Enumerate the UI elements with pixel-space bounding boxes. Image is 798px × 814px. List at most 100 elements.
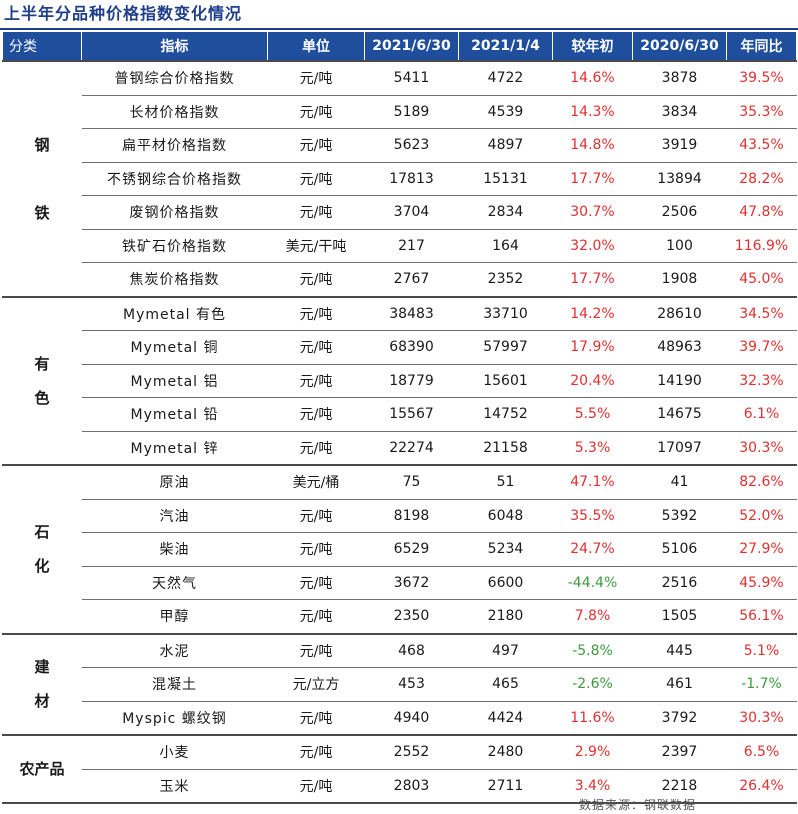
indicator-cell: 小麦 — [81, 734, 268, 770]
ytd-change-cell: 24.7% — [552, 532, 633, 567]
indicator-cell: Mymetal 有色 — [81, 295, 268, 331]
yoy-change-cell: 43.5% — [726, 128, 797, 163]
value-2021-1-4-cell: 4539 — [458, 94, 553, 129]
yoy-change-cell: 26.4% — [726, 768, 797, 804]
table-row: 焦炭价格指数 元/吨 2767 2352 17.7% 1908 45.0% — [3, 262, 797, 298]
value-2021-6-30-cell: 6529 — [364, 532, 459, 567]
indicator-cell: 混凝土 — [81, 667, 268, 702]
value-2020-6-30-cell: 2516 — [632, 565, 727, 600]
table-row: Myspic 螺纹钢 元/吨 4940 4424 11.6% 3792 30.3% — [3, 700, 797, 736]
unit-cell: 元/吨 — [267, 262, 365, 298]
indicator-cell: Myspic 螺纹钢 — [81, 700, 268, 736]
indicator-cell: 汽油 — [81, 498, 268, 533]
value-2021-1-4-cell: 57997 — [458, 330, 553, 365]
value-2021-1-4-cell: 2180 — [458, 599, 553, 635]
header-unit: 单位 — [267, 32, 365, 61]
yoy-change-cell: -1.7% — [726, 667, 797, 702]
header-2021-1-4: 2021/1/4 — [458, 32, 553, 61]
value-2020-6-30-cell: 5392 — [632, 498, 727, 533]
value-2021-1-4-cell: 465 — [458, 667, 553, 702]
indicator-cell: 柴油 — [81, 532, 268, 567]
unit-cell: 元/吨 — [267, 734, 365, 770]
unit-cell: 元/吨 — [267, 700, 365, 736]
ytd-change-cell: -44.4% — [552, 565, 633, 600]
unit-cell: 元/立方 — [267, 667, 365, 702]
yoy-change-cell: 32.3% — [726, 363, 797, 398]
value-2021-6-30-cell: 4940 — [364, 700, 459, 736]
value-2020-6-30-cell: 3878 — [632, 60, 727, 96]
ytd-change-cell: 30.7% — [552, 195, 633, 230]
indicator-cell: 焦炭价格指数 — [81, 262, 268, 298]
value-2021-6-30-cell: 468 — [364, 632, 459, 668]
value-2021-1-4-cell: 2711 — [458, 768, 553, 804]
header-category: 分类 — [2, 32, 82, 61]
table-row: 柴油 元/吨 6529 5234 24.7% 5106 27.9% — [3, 532, 797, 567]
indicator-cell: 原油 — [81, 464, 268, 500]
ytd-change-cell: 17.7% — [552, 262, 633, 298]
value-2020-6-30-cell: 1505 — [632, 599, 727, 635]
yoy-change-cell: 82.6% — [726, 464, 797, 500]
value-2020-6-30-cell: 1908 — [632, 262, 727, 298]
yoy-change-cell: 5.1% — [726, 632, 797, 668]
indicator-cell: 扁平材价格指数 — [81, 128, 268, 163]
indicator-cell: 长材价格指数 — [81, 94, 268, 129]
yoy-change-cell: 30.3% — [726, 700, 797, 736]
value-2021-6-30-cell: 18779 — [364, 363, 459, 398]
value-2021-1-4-cell: 497 — [458, 632, 553, 668]
ytd-change-cell: 14.2% — [552, 295, 633, 331]
yoy-change-cell: 6.1% — [726, 397, 797, 432]
table-row: 钢 铁普钢综合价格指数 元/吨 5411 4722 14.6% 3878 39.5% — [2, 60, 797, 298]
unit-cell: 元/吨 — [267, 397, 365, 432]
indicator-cell: Mymetal 铝 — [81, 363, 268, 398]
value-2020-6-30-cell: 17097 — [632, 430, 727, 466]
value-2021-6-30-cell: 8198 — [364, 498, 459, 533]
table-row: 汽油 元/吨 8198 6048 35.5% 5392 52.0% — [3, 498, 797, 533]
yoy-change-cell: 45.9% — [726, 565, 797, 600]
value-2021-1-4-cell: 14752 — [458, 397, 553, 432]
yoy-change-cell: 6.5% — [726, 734, 797, 770]
category-cell: 建 材 — [2, 632, 82, 736]
table-row: 不锈钢综合价格指数 元/吨 17813 15131 17.7% 13894 28.2% — [3, 161, 797, 196]
table-row: 扁平材价格指数 元/吨 5623 4897 14.8% 3919 43.5% — [3, 128, 797, 163]
table-body: 钢 铁普钢综合价格指数 元/吨 5411 4722 14.6% 3878 39.5% 长材价格… — [2, 60, 797, 804]
ytd-change-cell: 11.6% — [552, 700, 633, 736]
value-2021-6-30-cell: 68390 — [364, 330, 459, 365]
category-cell: 钢 铁 — [2, 60, 82, 298]
yoy-change-cell: 27.9% — [726, 532, 797, 567]
unit-cell: 元/吨 — [267, 430, 365, 466]
value-2021-1-4-cell: 164 — [458, 228, 553, 263]
value-2021-1-4-cell: 4424 — [458, 700, 553, 736]
value-2021-6-30-cell: 17813 — [364, 161, 459, 196]
ytd-change-cell: 47.1% — [552, 464, 633, 500]
indicator-cell: 废钢价格指数 — [81, 195, 268, 230]
value-2020-6-30-cell: 13894 — [632, 161, 727, 196]
ytd-change-cell: 14.3% — [552, 94, 633, 129]
yoy-change-cell: 47.8% — [726, 195, 797, 230]
value-2021-6-30-cell: 5623 — [364, 128, 459, 163]
value-2021-6-30-cell: 38483 — [364, 295, 459, 331]
unit-cell: 元/吨 — [267, 565, 365, 600]
table-row: 废钢价格指数 元/吨 3704 2834 30.7% 2506 47.8% — [3, 195, 797, 230]
data-source-note: 数据来源：钢联数据 — [578, 798, 696, 812]
table-row: 建 材水泥 元/吨 468 497 -5.8% 445 5.1% — [2, 632, 797, 736]
table-row: Mymetal 铝元/吨 18779 15601 20.4% 14190 32.3% — [3, 363, 797, 398]
value-2021-6-30-cell: 2767 — [364, 262, 459, 298]
value-2021-1-4-cell: 4897 — [458, 128, 553, 163]
ytd-change-cell: -2.6% — [552, 667, 633, 702]
value-2021-1-4-cell: 51 — [458, 464, 553, 500]
yoy-change-cell: 39.7% — [726, 330, 797, 365]
ytd-change-cell: 17.9% — [552, 330, 633, 365]
value-2021-1-4-cell: 6600 — [458, 565, 553, 600]
yoy-change-cell: 34.5% — [726, 295, 797, 331]
value-2021-1-4-cell: 4722 — [458, 60, 553, 96]
table-row: 甲醇 元/吨 2350 2180 7.8% 1505 56.1% — [3, 599, 797, 635]
unit-cell: 元/吨 — [267, 161, 365, 196]
value-2021-1-4-cell: 2834 — [458, 195, 553, 230]
ytd-change-cell: -5.8% — [552, 632, 633, 668]
value-2020-6-30-cell: 3792 — [632, 700, 727, 736]
value-2021-6-30-cell: 22274 — [364, 430, 459, 466]
indicator-cell: 甲醇 — [81, 599, 268, 635]
value-2021-6-30-cell: 75 — [364, 464, 459, 500]
ytd-change-cell: 17.7% — [552, 161, 633, 196]
indicator-cell: Mymetal 锌 — [81, 430, 268, 466]
